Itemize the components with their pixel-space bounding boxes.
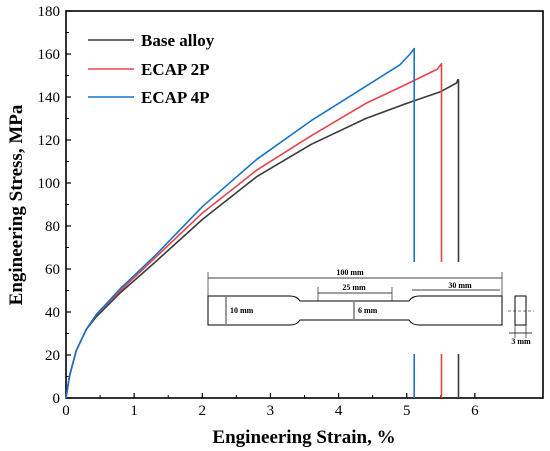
y-tick-label: 20 [45,348,60,364]
series-layer [65,47,460,399]
specimen-drawing: 100 mm 25 mm 30 mm 10 mm 6 mm 3 mm [200,262,534,354]
y-axis-title: Engineering Stress, MPa [6,104,27,305]
legend: Base alloy ECAP 2P ECAP 4P [88,31,215,107]
y-tick-label: 80 [45,219,60,235]
legend-label-ecap-2p: ECAP 2P [141,60,209,79]
x-tick-label: 4 [335,403,343,419]
dim-label-overall: 100 mm [336,268,364,277]
y-tick-label: 40 [45,305,60,321]
x-tick-label: 6 [471,403,479,419]
dim-label-gauge: 25 mm [342,283,366,292]
y-tick-label: 160 [38,47,61,63]
dim-label-thickness: 3 mm [511,337,531,346]
series-line-ecap-4p [65,47,416,399]
legend-label-ecap-4p: ECAP 4P [141,88,209,107]
specimen-outline [207,295,503,326]
x-tick-label: 5 [403,403,411,419]
y-tick-label: 100 [38,176,61,192]
legend-label-base-alloy: Base alloy [141,31,215,50]
y-tick-label: 180 [38,4,61,20]
x-tick-label: 3 [267,403,275,419]
specimen-drawing-background [200,262,534,354]
x-axis-title: Engineering Strain, % [212,427,395,448]
y-tick-label: 120 [38,133,61,149]
dim-label-grip: 30 mm [448,281,472,290]
x-tick-label: 2 [199,403,207,419]
dim-label-gauge-width: 6 mm [358,306,378,315]
y-tick-label: 60 [45,262,60,278]
x-tick-label: 1 [130,403,138,419]
dim-label-width: 10 mm [230,306,254,315]
specimen-side-view [514,295,527,326]
y-tick-label: 0 [53,391,61,407]
y-tick-label: 140 [38,90,61,106]
x-tick-label: 0 [62,403,70,419]
